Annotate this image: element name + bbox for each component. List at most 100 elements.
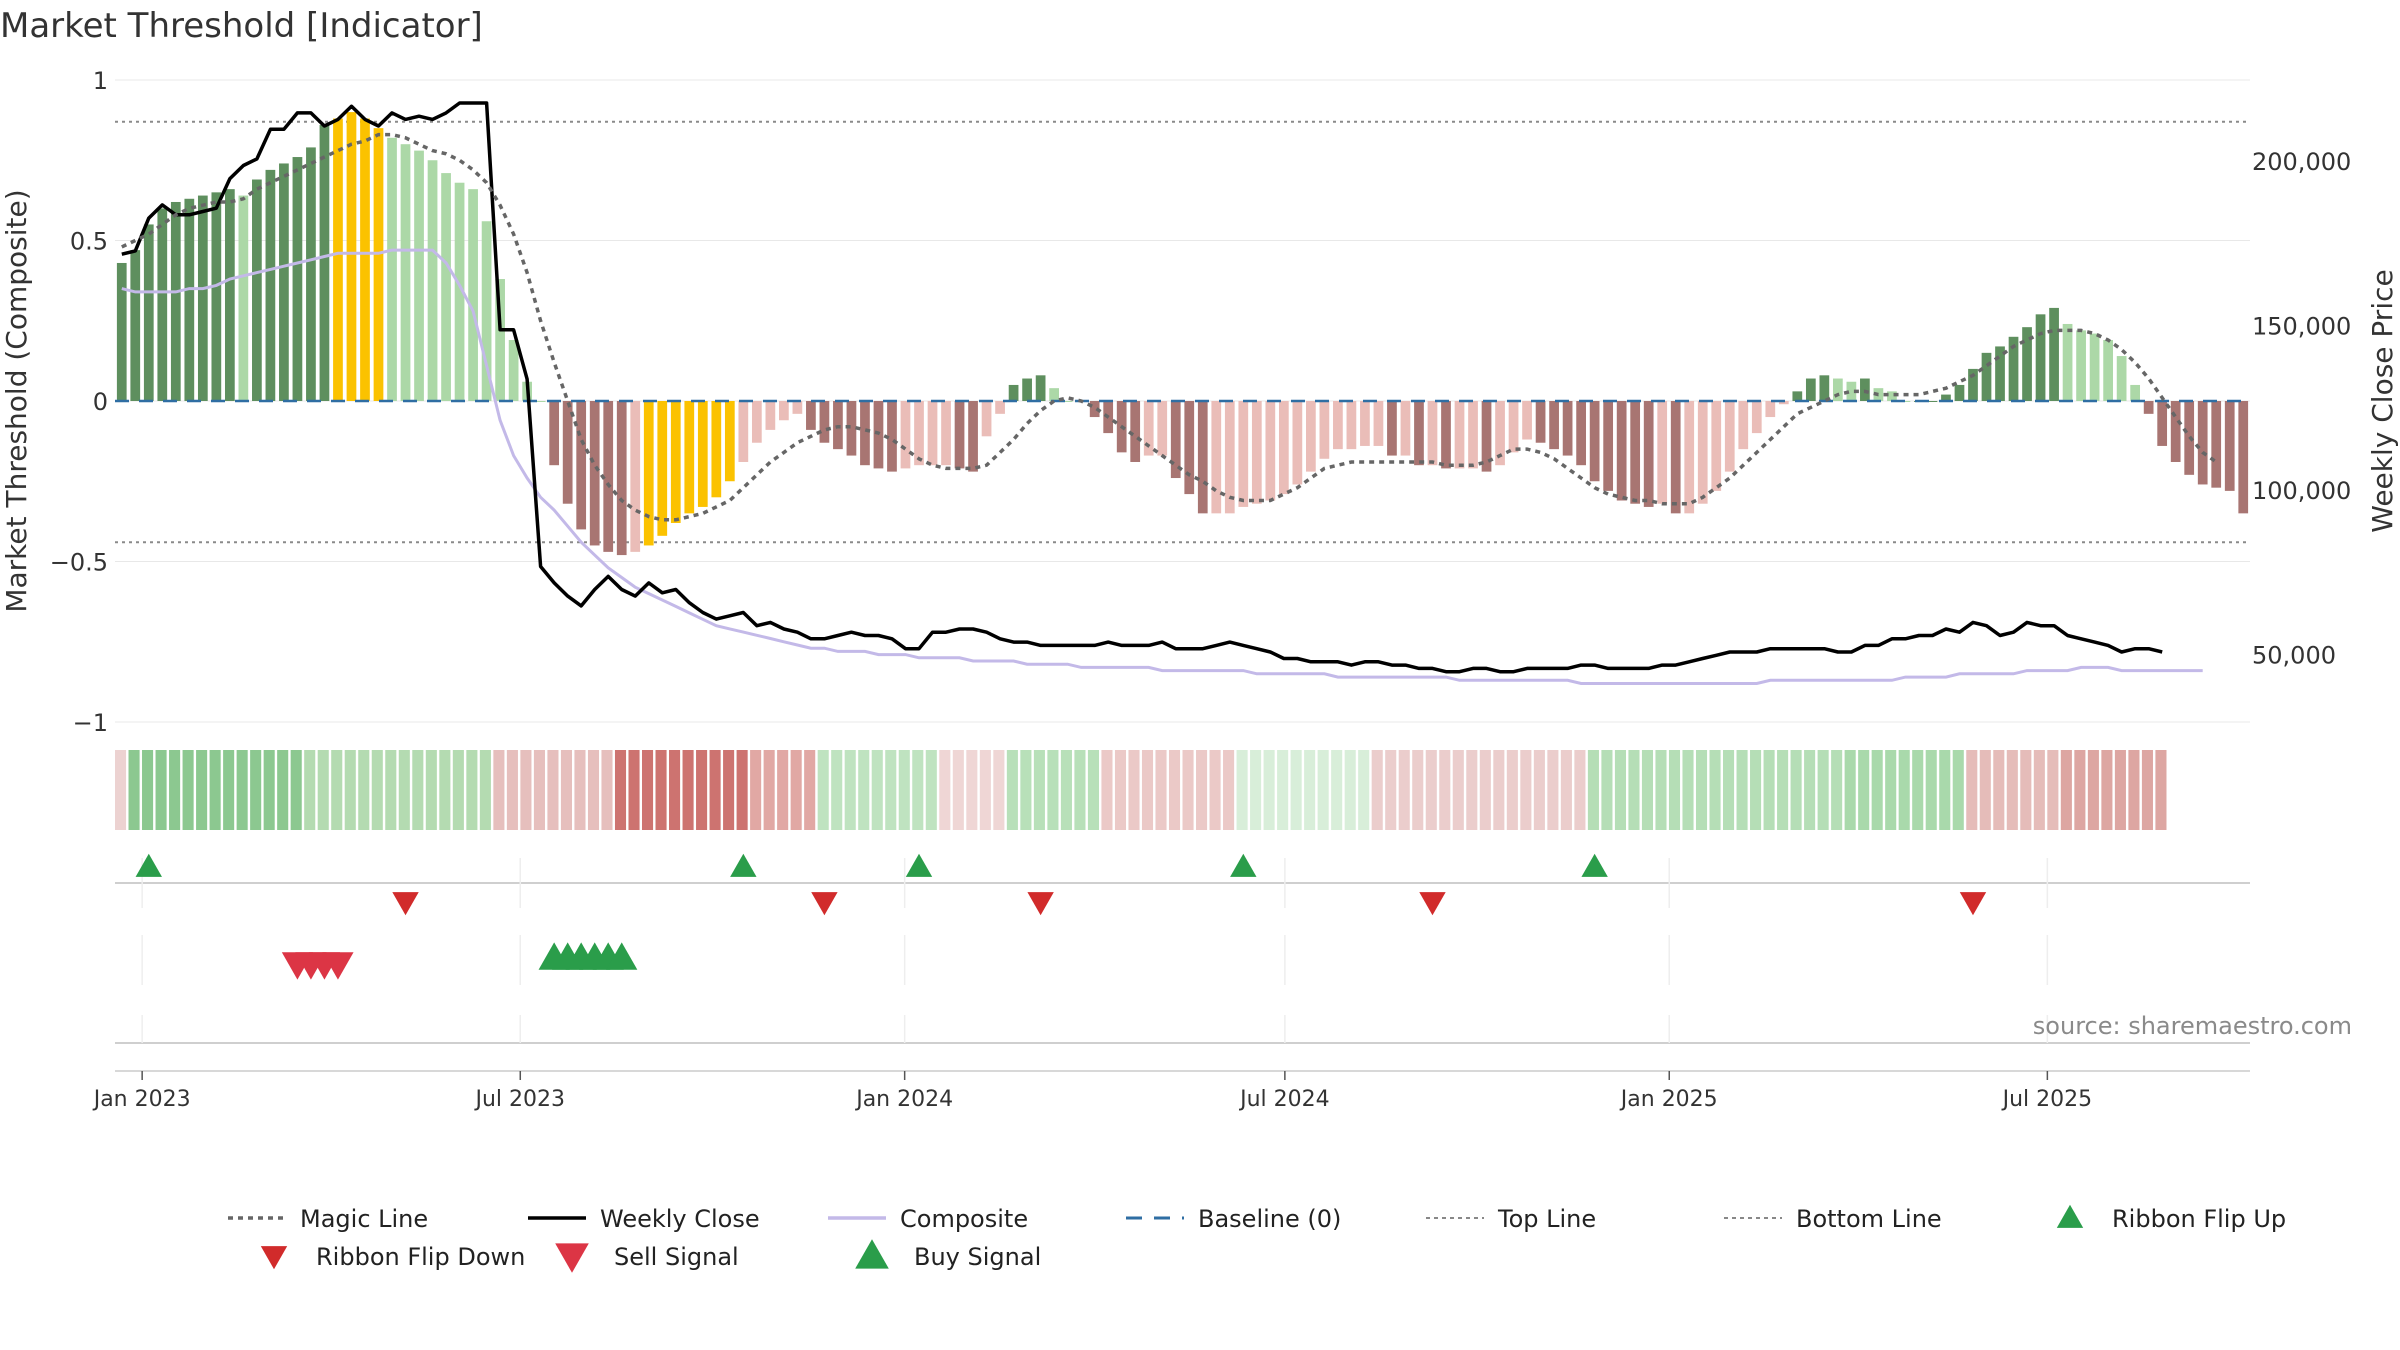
legend-swatch [2056, 1204, 2084, 1228]
ribbon-cell [1520, 750, 1532, 830]
histogram-bar [1414, 401, 1424, 466]
ribbon-cell [1033, 750, 1045, 830]
ribbon-cell [223, 750, 235, 830]
histogram-bar [1143, 401, 1154, 456]
histogram-bar [1400, 401, 1411, 456]
ribbon-cell [1304, 750, 1316, 830]
ribbon-cell [912, 750, 924, 830]
x-tick-label: Jul 2023 [474, 1087, 566, 1112]
histogram-bar [468, 189, 478, 401]
chart-title: Market Threshold [Indicator] [0, 6, 483, 46]
ribbon-flip-down-marker [1419, 892, 1446, 916]
histogram-bar [657, 401, 668, 536]
y2-tick-label: 200,000 [2252, 148, 2351, 176]
histogram-bar [724, 401, 735, 482]
histogram-bar [2211, 401, 2222, 488]
legend-label: Baseline (0) [1198, 1205, 1341, 1233]
ribbon-cell [142, 750, 154, 830]
ribbon-cell [1547, 750, 1559, 830]
histogram-bar [670, 401, 681, 523]
ribbon-cell [1723, 750, 1735, 830]
ribbon-cell [547, 750, 559, 830]
histogram-bar [1927, 401, 1938, 402]
histogram-bar [941, 401, 951, 466]
ribbon-cell [1006, 750, 1018, 830]
ribbon-cell [425, 750, 437, 830]
ribbon-cell [2114, 750, 2126, 830]
legend-label: Sell Signal [614, 1243, 739, 1271]
histogram-bar [846, 401, 857, 456]
histogram-bar [779, 401, 789, 421]
histogram-bar [1089, 401, 1100, 418]
histogram-bar [1792, 391, 1803, 401]
x-tick-label: Jan 2023 [92, 1087, 191, 1112]
histogram-bar [1373, 401, 1384, 446]
histogram-bar [1589, 401, 1600, 482]
ribbon-cell [1750, 750, 1762, 830]
ribbon-cell [1479, 750, 1491, 830]
ribbon-cell [817, 750, 829, 830]
histogram-bar [2035, 314, 2046, 401]
ribbon-cell [250, 750, 262, 830]
histogram-bar [319, 124, 330, 401]
histogram-bar [333, 118, 343, 402]
legend-item: Sell Signal [555, 1243, 739, 1273]
histogram-bar [360, 118, 370, 402]
ribbon-cell [304, 750, 316, 830]
ribbon-cell [1493, 750, 1505, 830]
ribbon-cell [1425, 750, 1437, 830]
ribbon-cell [966, 750, 978, 830]
histogram-bar [1346, 401, 1357, 450]
histogram-bar [2008, 336, 2019, 401]
histogram-bar [2197, 401, 2208, 485]
ribbon-cell [1371, 750, 1383, 830]
legend-item: Ribbon Flip Up [2056, 1204, 2286, 1233]
ribbon-cell [2074, 750, 2086, 830]
histogram-bar [1468, 401, 1478, 469]
ribbon-cell [2060, 750, 2072, 830]
histogram-bar [765, 401, 776, 430]
ribbon-cell [2047, 750, 2059, 830]
histogram-bar [2022, 327, 2032, 401]
ribbon-cell [1804, 750, 1816, 830]
ribbon-cell [1358, 750, 1370, 830]
ribbon-cell [277, 750, 289, 830]
histogram-bar [616, 401, 627, 556]
histogram-bar [1062, 401, 1073, 402]
histogram-bar [1846, 381, 1857, 401]
histogram-bar [630, 401, 641, 552]
ribbon-cell [696, 750, 708, 830]
ribbon-cell [925, 750, 937, 830]
histogram-bar [1360, 401, 1370, 446]
histogram-bar [1805, 378, 1816, 401]
ribbon-cell [182, 750, 194, 830]
legend-swatch [555, 1243, 589, 1273]
ribbon-cell [1101, 750, 1113, 830]
histogram-bar [170, 201, 181, 401]
ribbon-cell [2155, 750, 2167, 830]
ribbon-cell [452, 750, 464, 830]
ribbon-cell [439, 750, 451, 830]
histogram-bar [387, 137, 397, 401]
histogram-bar [1778, 401, 1789, 405]
ribbon-cell [655, 750, 667, 830]
x-tick-label: Jan 2025 [1619, 1087, 1718, 1112]
histogram-bar [157, 208, 168, 401]
ribbon-cell [939, 750, 951, 830]
legend-label: Magic Line [300, 1205, 428, 1233]
ribbon-cell [682, 750, 694, 830]
legend-label: Composite [900, 1205, 1028, 1233]
histogram-bar [2076, 330, 2086, 401]
histogram-bar [1968, 368, 1978, 401]
source-label: source: sharemaestro.com [2033, 1012, 2352, 1040]
histogram-bar [238, 195, 249, 401]
ribbon-cell [831, 750, 843, 830]
ribbon-cell [2141, 750, 2153, 830]
histogram-bar [1995, 346, 2005, 401]
ribbon-cell [1939, 750, 1951, 830]
ribbon-cell [236, 750, 248, 830]
histogram-bar [1008, 384, 1019, 401]
histogram-bar [1711, 401, 1722, 491]
histogram-bar [1684, 401, 1695, 514]
